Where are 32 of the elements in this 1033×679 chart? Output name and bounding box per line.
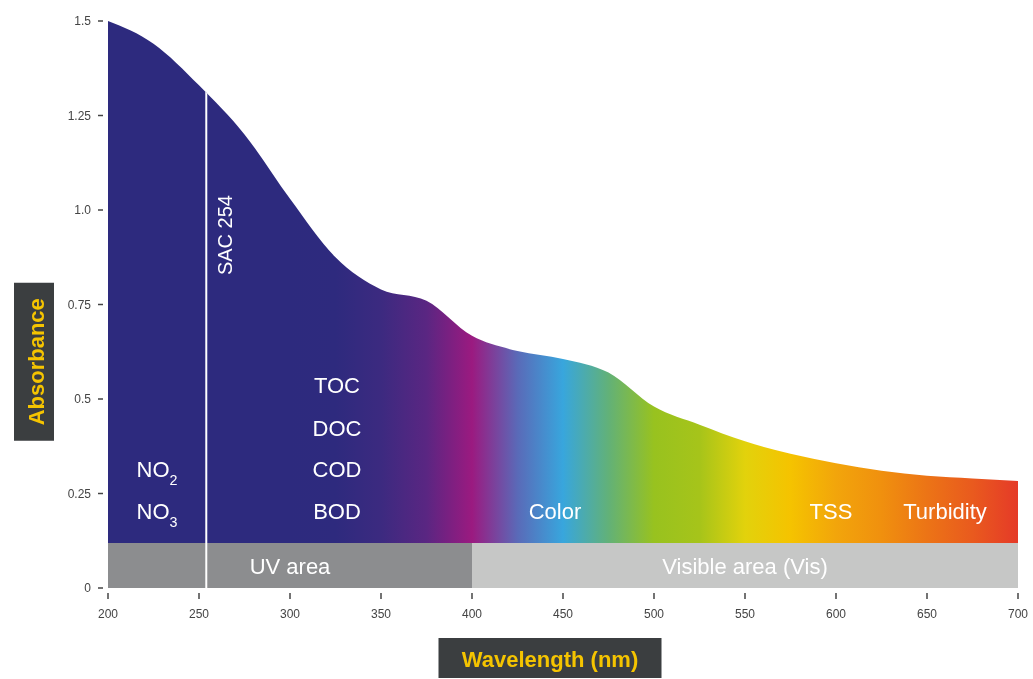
x-tick-label: 700 [1007,607,1029,621]
annotation: BOD [313,499,361,524]
annotation: NO$_{3}$ [136,499,178,530]
x-tick-label: 550 [734,607,756,621]
x-tick-label: 300 [279,607,301,621]
x-tick-label: 500 [643,607,665,621]
y-tick-label: 0 [84,581,92,595]
ref-line-label: SAC 254 [214,195,237,276]
y-tick-label: 0.75 [67,297,92,312]
annotation: TOC [313,373,361,398]
x-tick-label: 450 [552,607,574,621]
y-tick-label: 1.5 [74,14,92,28]
band-label: Visible area (Vis) [662,553,828,579]
y-tick-label: 0.25 [67,486,92,501]
x-tick-label: 400 [461,607,483,621]
annotation: DOC [312,416,362,441]
y-axis-title: Absorbance [24,298,49,426]
annotation: NO$_{2}$ [136,457,178,488]
x-tick-label: 350 [370,607,392,621]
band-label: UV area [249,553,332,579]
annotation: TSS [809,499,853,524]
annotation: Turbidity [903,499,987,524]
annotation: Color [528,499,582,524]
x-axis-title: Wavelength (nm) [461,647,639,672]
x-tick-label: 250 [188,607,210,621]
x-tick-label: 650 [916,607,938,621]
y-tick-label: 1.25 [67,108,92,123]
y-tick-label: 1.0 [74,203,92,217]
annotation: COD [312,457,362,482]
x-tick-label: 600 [825,607,847,621]
y-tick-label: 0.5 [74,392,92,406]
x-tick-label: 200 [97,607,119,621]
